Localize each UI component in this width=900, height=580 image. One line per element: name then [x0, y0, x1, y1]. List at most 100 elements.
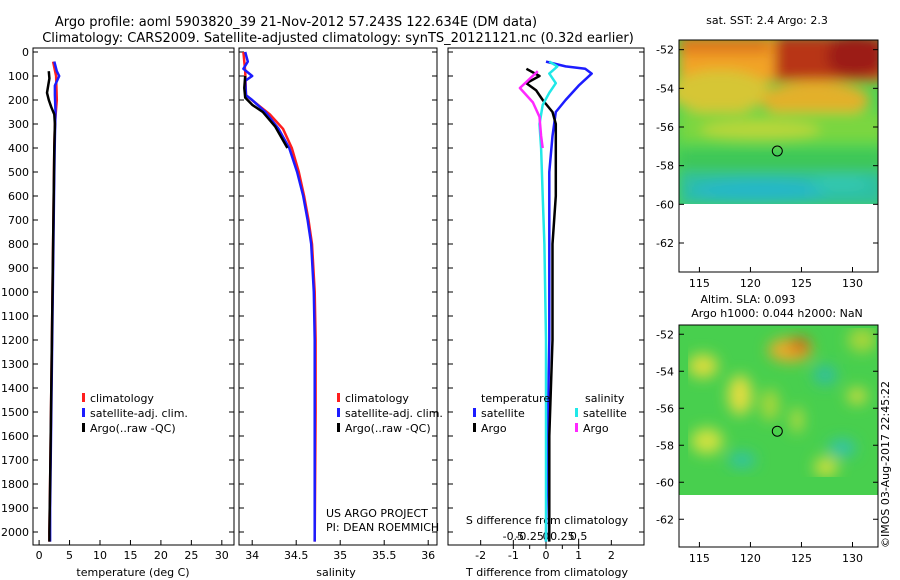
salinity-panel: 34 34.5 35 35.5 36 salinity climatology satelli…: [238, 47, 443, 579]
sal-legend-argo-label: Argo(..raw -QC): [345, 422, 431, 435]
diff-xtick-label: 1: [575, 549, 582, 562]
difference-panel: -2 -1 0 1 2-0.5-0.250 0.250.5S difference fro…: [447, 47, 645, 579]
diff-legend-sal-argo-label: Argo: [583, 422, 609, 435]
temp-xtick-label: 20: [154, 549, 168, 562]
map-xtick-label: 125: [791, 277, 812, 290]
salinity-frame: [238, 47, 438, 546]
figure-title-line2: Climatology: CARS2009. Satellite-adjuste…: [42, 31, 634, 46]
diff-legend-temp-satellite-swatch: [473, 408, 476, 417]
sal-series-1: [242, 51, 316, 542]
map-xtick-label: 120: [740, 552, 761, 565]
diff-legend-sal-satellite-swatch: [575, 408, 578, 417]
temp-ytick-label: 1700: [1, 454, 29, 467]
temp-ytick-label: 300: [8, 118, 29, 131]
diff-xtick-label: -1: [508, 549, 519, 562]
map-ytick-label: -58: [656, 439, 674, 452]
map-ytick-label: -56: [656, 402, 674, 415]
sal-series-2: [243, 75, 289, 149]
diff-stick-label: 0.25: [550, 530, 575, 543]
credit-pi: PI: DEAN ROEMMICH: [326, 521, 439, 534]
diff-legend-header-temperature: temperature: [481, 392, 550, 405]
map-xtick-label: 130: [842, 552, 863, 565]
sla-map-panel: Altim. SLA: 0.093 Argo h1000: 0.044 h200…: [656, 293, 879, 565]
temp-ytick-label: 1000: [1, 286, 29, 299]
diff-series-2: [538, 60, 559, 542]
temp-legend-satellite-swatch: [82, 408, 85, 417]
temp-ytick-label: 2000: [1, 526, 29, 539]
map-ytick-label: -54: [656, 365, 674, 378]
temp-ytick-label: 1500: [1, 406, 29, 419]
temperature-frame: [32, 47, 235, 546]
sal-legend-climatology-swatch: [337, 393, 340, 402]
temp-ytick-label: 200: [8, 94, 29, 107]
temp-legend-argo-swatch: [82, 423, 85, 432]
diff-xtick-label: -2: [475, 549, 486, 562]
map-xtick-label: 130: [842, 277, 863, 290]
diff-stick-label: 0.5: [570, 530, 588, 543]
temp-legend-climatology-label: climatology: [90, 392, 154, 405]
diff-series-0: [544, 60, 593, 542]
sst-argo-position-marker: [771, 145, 783, 157]
temp-ytick-label: 600: [8, 190, 29, 203]
map-ytick-label: -62: [656, 513, 674, 526]
temp-xtick-label: 15: [123, 549, 137, 562]
temp-ytick-label: 900: [8, 262, 29, 275]
temp-xtick-label: 25: [184, 549, 198, 562]
sal-xlabel: salinity: [316, 566, 356, 579]
sla-map-title-line1: Altim. SLA: 0.093: [700, 293, 795, 306]
diff-legend-header-salinity: salinity: [585, 392, 625, 405]
temp-series-2: [45, 71, 57, 542]
diff-legend-temp-argo-label: Argo: [481, 422, 507, 435]
sla-map-title-line2: Argo h1000: 0.044 h2000: NaN: [691, 307, 863, 320]
temp-ytick-label: 1100: [1, 310, 29, 323]
temp-ytick-label: 1600: [1, 430, 29, 443]
temp-ytick-label: 100: [8, 70, 29, 83]
temp-xtick-label: 5: [66, 549, 73, 562]
diff-series-3: [518, 70, 544, 149]
diff-legend-temp-argo-swatch: [473, 423, 476, 432]
sst-map-title: sat. SST: 2.4 Argo: 2.3: [706, 14, 828, 27]
temp-ytick-label: 500: [8, 166, 29, 179]
map-xtick-label: 125: [791, 552, 812, 565]
sal-legend-satellite-label: satellite-adj. clim.: [345, 407, 443, 420]
temp-xlabel: temperature (deg C): [76, 566, 189, 579]
map-ytick-label: -62: [656, 237, 674, 250]
temp-ytick-label: 1800: [1, 478, 29, 491]
map-ytick-label: -54: [656, 82, 674, 95]
diff-xtick-label: 0: [543, 549, 550, 562]
map-ytick-label: -52: [656, 328, 674, 341]
map-xtick-label: 120: [740, 277, 761, 290]
sla-heatmap: [679, 325, 878, 495]
temp-legend-satellite-label: satellite-adj. clim.: [90, 407, 188, 420]
temp-ytick-label: 0: [22, 46, 29, 59]
temp-ytick-label: 800: [8, 238, 29, 251]
diff-legend-sal-argo-swatch: [575, 423, 578, 432]
sal-xtick-label: 34.5: [284, 549, 309, 562]
sal-legend-argo-swatch: [337, 423, 340, 432]
sst-heatmap: [679, 40, 878, 204]
temp-xtick-label: 10: [93, 549, 107, 562]
temp-ytick-label: 700: [8, 214, 29, 227]
map-xtick-label: 115: [689, 552, 710, 565]
temp-legend-climatology-swatch: [82, 393, 85, 402]
temp-ytick-label: 1900: [1, 502, 29, 515]
sal-xtick-label: 34: [245, 549, 259, 562]
sla-argo-position-marker: [771, 425, 783, 437]
diff-legend-sal-satellite-label: satellite: [583, 407, 627, 420]
sal-xtick-label: 35: [333, 549, 347, 562]
temp-xtick-label: 30: [215, 549, 229, 562]
map-ytick-label: -52: [656, 44, 674, 57]
map-ytick-label: -60: [656, 198, 674, 211]
diff-stick-label: -0.5: [503, 530, 524, 543]
map-xtick-label: 115: [689, 277, 710, 290]
map-ytick-label: -56: [656, 121, 674, 134]
sal-xtick-label: 36: [421, 549, 435, 562]
sal-xtick-label: 35.5: [372, 549, 397, 562]
sal-legend-satellite-swatch: [337, 408, 340, 417]
sst-map-panel: sat. SST: 2.4 Argo: 2.3 -52 -54 -56 -58 -60 -…: [656, 14, 879, 290]
map-ytick-label: -58: [656, 160, 674, 173]
sal-series-0: [242, 51, 317, 542]
sal-legend-climatology-label: climatology: [345, 392, 409, 405]
